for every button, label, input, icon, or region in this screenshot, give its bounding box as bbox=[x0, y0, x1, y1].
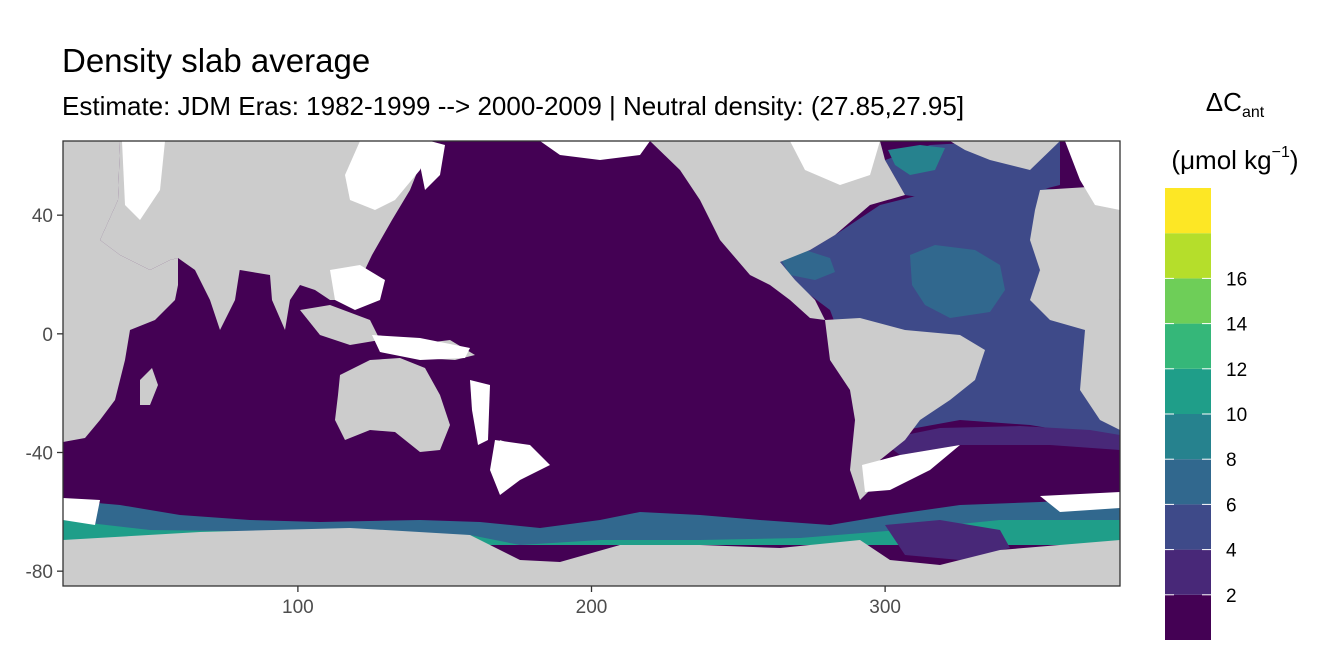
legend-swatch bbox=[1165, 368, 1211, 414]
maritime-continent bbox=[300, 305, 380, 345]
legend-swatch bbox=[1165, 414, 1211, 460]
europe-west bbox=[1030, 185, 1120, 300]
legend-label: 4 bbox=[1226, 541, 1237, 562]
legend-swatch bbox=[1165, 278, 1211, 324]
antarctica bbox=[63, 528, 1120, 586]
legend-unit-suffix: ) bbox=[1289, 145, 1299, 175]
no-data-north-atlantic-islands bbox=[1065, 141, 1120, 210]
africa-west bbox=[1030, 270, 1120, 430]
no-data-east-asia-coast bbox=[420, 141, 445, 190]
legend-swatch bbox=[1165, 549, 1211, 595]
legend-label: 8 bbox=[1226, 450, 1237, 471]
no-data-hudson bbox=[790, 141, 880, 185]
no-data-south-atlantic-coast bbox=[862, 445, 960, 492]
south-america bbox=[825, 318, 985, 500]
legend-unit-superscript: −1 bbox=[1271, 144, 1290, 161]
africa bbox=[63, 141, 178, 442]
labrador-sea-8-10 bbox=[888, 145, 945, 175]
greenland bbox=[950, 141, 1060, 170]
atlantic-gyre-6-8 bbox=[910, 245, 1005, 318]
no-data-indonesia bbox=[372, 335, 470, 360]
legend-swatch bbox=[1165, 459, 1211, 505]
y-tick-label: -40 bbox=[26, 444, 53, 465]
legend-swatch bbox=[1165, 233, 1211, 279]
weddell-region-2-4 bbox=[885, 520, 1010, 560]
x-tick-label: 300 bbox=[869, 597, 901, 618]
legend-swatch bbox=[1165, 504, 1211, 550]
legend-swatch bbox=[1165, 323, 1211, 369]
gulf-region-6-8 bbox=[780, 250, 835, 280]
legend-title-subscript: ant bbox=[1241, 104, 1265, 121]
madagascar bbox=[140, 368, 158, 405]
legend-title-symbol: ΔC bbox=[1205, 87, 1242, 117]
legend-label: 2 bbox=[1226, 586, 1237, 607]
no-data-nz bbox=[490, 440, 550, 495]
y-axis: 40 0 -40 -80 bbox=[26, 206, 63, 583]
x-axis: 100 200 300 bbox=[282, 586, 901, 618]
no-data-antarctic-fringe-east bbox=[1040, 492, 1120, 512]
plot-title: Density slab average bbox=[62, 42, 371, 79]
land bbox=[63, 141, 1120, 586]
no-data-pacific-islands bbox=[470, 380, 490, 445]
australia bbox=[335, 358, 450, 452]
legend-label: 16 bbox=[1226, 269, 1247, 290]
no-data-red-sea bbox=[122, 141, 165, 220]
legend-label: 10 bbox=[1226, 405, 1247, 426]
legend-title: ΔCant (μmol kg−1) bbox=[1145, 82, 1325, 180]
legend-label: 6 bbox=[1226, 495, 1237, 516]
legend-label: 14 bbox=[1226, 315, 1248, 336]
north-america bbox=[650, 141, 905, 320]
x-tick-label: 200 bbox=[576, 597, 608, 618]
legend-label: 12 bbox=[1226, 360, 1247, 381]
south-atlantic-band-2-4 bbox=[880, 426, 1120, 455]
y-tick-label: -80 bbox=[26, 562, 53, 583]
map-panel bbox=[63, 141, 1120, 586]
no-data-asia-2 bbox=[330, 265, 385, 310]
color-legend: 2 4 6 8 10 12 14 16 bbox=[1165, 188, 1248, 640]
plot-subtitle: Estimate: JDM Eras: 1982-1999 --> 2000-2… bbox=[62, 91, 965, 121]
legend-swatch bbox=[1165, 594, 1211, 640]
no-data-asia-1 bbox=[345, 141, 432, 210]
no-data-antarctic-fringe-west bbox=[63, 498, 100, 525]
no-data-north-pacific bbox=[540, 141, 650, 160]
legend-unit-prefix: (μmol kg bbox=[1171, 145, 1272, 175]
y-tick-label: 40 bbox=[32, 206, 53, 227]
no-data bbox=[63, 141, 1120, 525]
y-tick-label: 0 bbox=[42, 325, 53, 346]
x-tick-label: 100 bbox=[282, 597, 314, 618]
legend-swatch bbox=[1165, 188, 1211, 234]
india bbox=[195, 268, 240, 330]
